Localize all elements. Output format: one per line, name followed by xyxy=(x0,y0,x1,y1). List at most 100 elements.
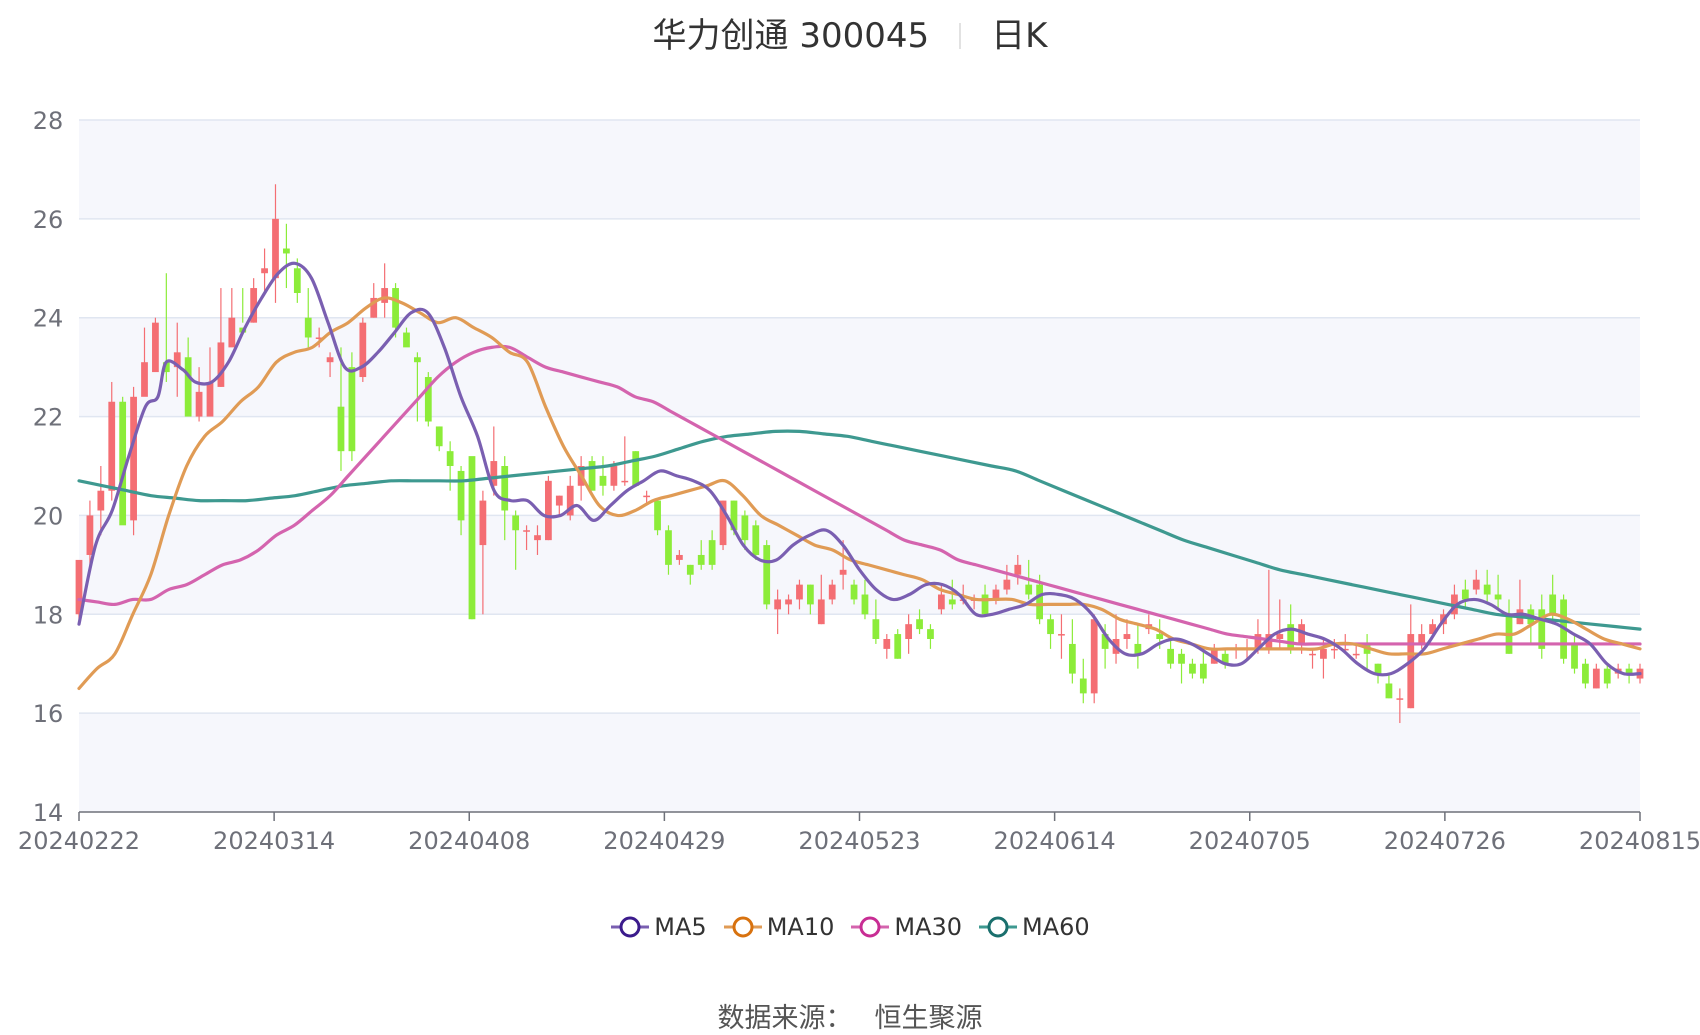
candle xyxy=(927,624,934,649)
period-label: 日K xyxy=(991,16,1048,56)
y-tick-label: 26 xyxy=(33,206,64,234)
candle-body xyxy=(1407,634,1415,709)
candle xyxy=(555,495,563,516)
candle xyxy=(697,540,705,570)
candlestick-chart: 14 16 18 20 22 24 26 28 20240222 20240314 2024040… xyxy=(18,107,1700,855)
candle xyxy=(195,367,203,422)
candle xyxy=(283,223,290,289)
legend-label: MA5 xyxy=(654,913,707,941)
legend-marker-icon xyxy=(723,916,762,938)
candle-body xyxy=(75,559,83,615)
plot-band xyxy=(79,120,1640,219)
legend: MA5 MA10 MA30 MA60 xyxy=(0,913,1700,941)
x-tick-label: 20240314 xyxy=(213,827,335,855)
candle-body xyxy=(424,377,432,422)
candle-body xyxy=(741,515,749,541)
candle-body xyxy=(304,317,312,338)
candle-body xyxy=(1178,653,1185,664)
candle xyxy=(97,466,105,536)
candle xyxy=(141,327,148,397)
candle xyxy=(861,579,869,620)
candle xyxy=(293,258,301,303)
candle-body xyxy=(1352,653,1360,656)
candle-body xyxy=(457,470,465,521)
candle-body xyxy=(392,288,399,328)
candle xyxy=(1352,643,1360,659)
candle xyxy=(828,579,836,605)
candle-body xyxy=(217,342,225,387)
plot-band xyxy=(79,713,1640,812)
candle-body xyxy=(86,515,94,555)
candle xyxy=(905,614,913,654)
candle xyxy=(261,248,268,293)
candle-body xyxy=(119,401,127,526)
candle-body xyxy=(348,367,356,452)
candle-body xyxy=(992,589,1000,600)
candle xyxy=(1309,648,1316,669)
candle-body xyxy=(1571,643,1578,669)
candle-body xyxy=(796,584,803,600)
candle xyxy=(992,584,1000,605)
candle-body xyxy=(621,480,629,483)
plot-band xyxy=(79,614,1640,714)
candle xyxy=(1483,569,1491,605)
plot-band xyxy=(79,218,1640,318)
candle-body xyxy=(512,515,520,531)
candle-body xyxy=(403,332,410,348)
candle-body xyxy=(1538,609,1546,649)
legend-marker-icon xyxy=(611,916,650,938)
candle-body xyxy=(1058,634,1065,636)
candle-body xyxy=(894,634,902,659)
candle xyxy=(1571,634,1578,674)
x-tick-label: 20240429 xyxy=(603,827,725,855)
candle-body xyxy=(261,268,268,274)
candle xyxy=(370,283,378,318)
candle-body xyxy=(1079,678,1087,694)
candle-body xyxy=(1167,648,1174,664)
candle xyxy=(337,347,345,471)
candle xyxy=(1461,579,1469,610)
candle-body xyxy=(861,594,869,615)
candle xyxy=(763,540,771,610)
legend-item-ma5[interactable]: MA5 xyxy=(610,913,707,941)
candle xyxy=(468,456,476,620)
candle xyxy=(403,327,410,348)
y-tick-label: 18 xyxy=(33,601,64,629)
candle xyxy=(654,500,661,536)
candle-body xyxy=(162,362,170,373)
candle-body xyxy=(479,500,487,546)
candle-body xyxy=(1003,579,1011,590)
candle-body xyxy=(250,288,258,323)
candle xyxy=(359,317,367,382)
stock-name-code: 华力创通 300045 xyxy=(652,16,930,56)
candle xyxy=(1472,569,1480,595)
candle xyxy=(1079,658,1087,704)
candle-body xyxy=(1025,584,1033,595)
candle xyxy=(1396,688,1404,724)
candle xyxy=(752,520,760,560)
candle-body xyxy=(195,391,203,417)
candle-body xyxy=(490,461,498,486)
candle-body xyxy=(566,485,574,516)
candle xyxy=(1189,658,1196,679)
candle xyxy=(1134,624,1142,669)
candle-body xyxy=(1221,653,1229,664)
legend-item-ma30[interactable]: MA30 xyxy=(850,913,962,941)
x-tick-label: 20240408 xyxy=(408,827,530,855)
candle-body xyxy=(1549,594,1557,615)
candle xyxy=(392,283,399,338)
legend-item-ma10[interactable]: MA10 xyxy=(723,913,834,941)
candle-body xyxy=(1189,663,1196,674)
candle-body xyxy=(1483,584,1491,595)
candle-body xyxy=(141,362,148,397)
candle-body xyxy=(1603,668,1611,684)
candle xyxy=(1178,648,1185,684)
candle-body xyxy=(1320,648,1327,659)
candle-body xyxy=(1068,643,1076,674)
candle-body xyxy=(1254,634,1262,649)
legend-item-ma60[interactable]: MA60 xyxy=(978,913,1090,941)
candle-body xyxy=(708,540,716,565)
candle xyxy=(817,574,825,625)
plot-band xyxy=(79,416,1640,516)
candle xyxy=(883,634,891,659)
